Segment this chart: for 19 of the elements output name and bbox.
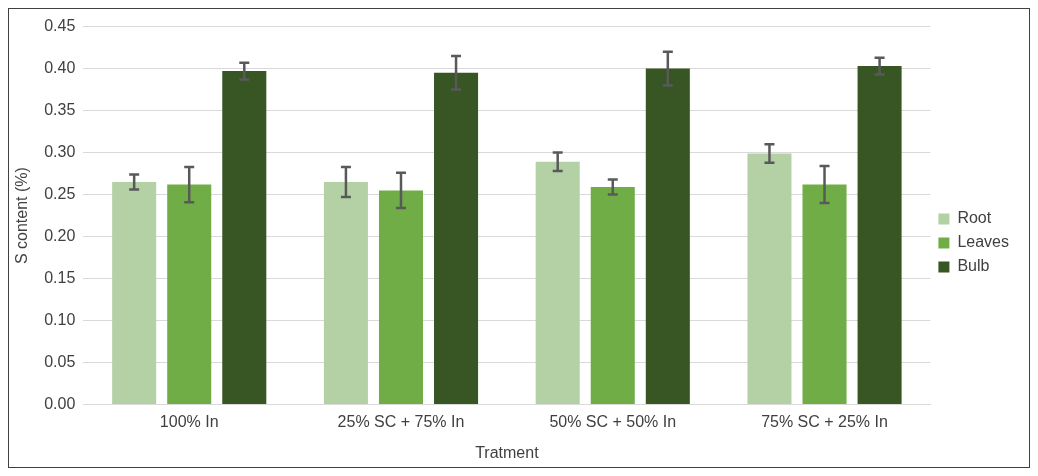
y-axis-title: S content (%)	[13, 167, 31, 265]
x-axis-title: Tratment	[475, 443, 540, 461]
legend-label: Leaves	[957, 233, 1009, 251]
x-tick-label: 75% SC + 25% In	[761, 412, 888, 430]
y-tick-label: 0.00	[44, 395, 76, 413]
x-tick-label: 25% SC + 75% In	[337, 412, 465, 430]
y-tick-label: 0.45	[44, 17, 76, 35]
y-tick-label: 0.35	[44, 101, 76, 119]
y-tick-label: 0.25	[44, 185, 76, 203]
x-tick-label: 100% In	[159, 412, 219, 430]
x-tick-label: 50% SC + 50% In	[549, 412, 677, 430]
legend-label: Bulb	[957, 257, 990, 275]
y-tick-label: 0.15	[44, 269, 76, 287]
legend-label: Root	[957, 209, 992, 227]
y-tick-label: 0.40	[44, 59, 76, 77]
y-tick-label: 0.30	[44, 143, 76, 161]
y-tick-label: 0.05	[44, 353, 76, 371]
y-tick-label: 0.20	[44, 227, 76, 245]
y-tick-label: 0.10	[44, 311, 76, 329]
